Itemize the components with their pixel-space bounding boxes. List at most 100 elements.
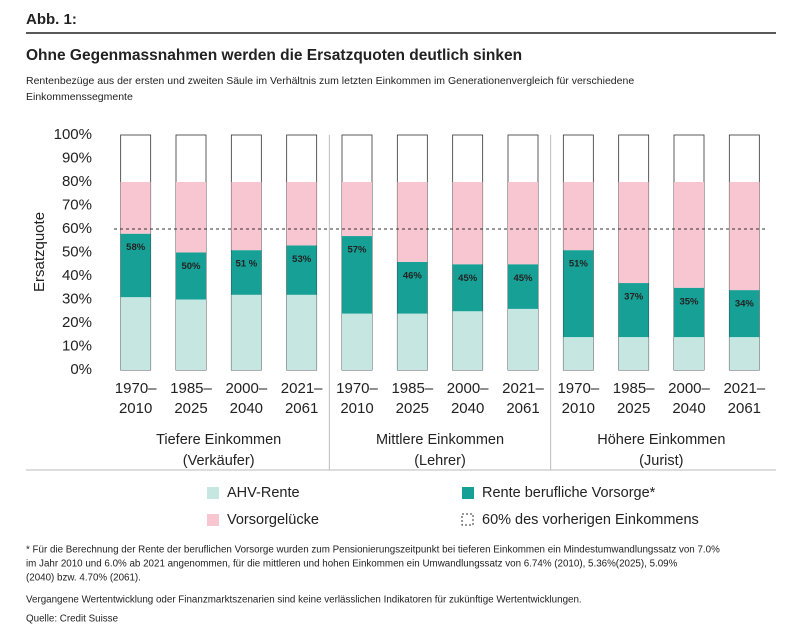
group-label: (Verkäufer) <box>183 453 255 469</box>
total-label: 50% <box>181 261 201 272</box>
total-label: 35% <box>679 296 699 307</box>
total-label: 34% <box>735 299 755 310</box>
legend-swatch <box>462 487 474 499</box>
bar-segment <box>397 313 428 370</box>
bar-segment <box>286 182 317 246</box>
bar-segment <box>452 311 483 370</box>
group-label: Tiefere Einkommen <box>156 432 281 448</box>
group-label: (Jurist) <box>639 453 683 469</box>
total-label: 37% <box>624 292 644 303</box>
x-tick-label: 2000– <box>668 380 710 397</box>
bar-segment <box>618 182 649 284</box>
x-tick-label: 2021– <box>502 380 544 397</box>
x-tick-label: 2025 <box>396 400 429 417</box>
bar-segment <box>674 287 704 338</box>
bar-segment <box>563 250 594 338</box>
bar-segment <box>231 182 262 251</box>
bar-segment <box>563 337 594 370</box>
x-tick-label: 1970– <box>336 380 378 397</box>
bar-segment <box>452 264 483 312</box>
bar-segment <box>176 182 206 253</box>
x-tick-label: 2040 <box>672 400 705 417</box>
y-tick-label: 40% <box>62 267 92 284</box>
total-label: 53% <box>292 254 312 265</box>
bar-segment <box>452 182 483 265</box>
footnote: im Jahr 2010 und 6.0% ab 2021 angenommen… <box>26 559 678 570</box>
bar-segment <box>729 290 760 338</box>
x-tick-label: 2061 <box>506 400 539 417</box>
footnote: (2040) bzw. 4.70% (2061). <box>26 573 141 584</box>
x-tick-label: 2061 <box>285 400 318 417</box>
bar-segment <box>508 182 538 265</box>
bar-segment <box>342 182 372 237</box>
y-tick-label: 60% <box>62 220 92 237</box>
x-tick-label: 1970– <box>115 380 157 397</box>
bar-segment <box>729 182 760 291</box>
y-axis-label: Ersatzquote <box>31 212 48 292</box>
bar-segment <box>120 233 151 298</box>
bar-segment <box>563 182 594 251</box>
legend-swatch <box>461 513 474 526</box>
legend-label: Rente berufliche Vorsorge* <box>482 485 656 501</box>
y-tick-label: 100% <box>54 126 92 143</box>
footnote: Vergangene Wertentwicklung oder Finanzma… <box>26 595 582 606</box>
subtitle: Rentenbezüge aus der ersten und zweiten … <box>26 75 634 87</box>
y-tick-label: 70% <box>62 196 92 213</box>
x-tick-label: 1985– <box>170 380 212 397</box>
bar-segment <box>286 245 317 295</box>
bar-segment <box>231 250 262 295</box>
bar-segment <box>120 297 151 370</box>
total-label: 51 % <box>236 259 258 270</box>
x-tick-label: 2021– <box>281 380 323 397</box>
x-tick-label: 2061 <box>728 400 761 417</box>
legend-label: AHV-Rente <box>227 485 300 501</box>
bar-segment <box>176 252 206 300</box>
legend-label: 60% des vorherigen Einkommens <box>482 512 699 528</box>
x-tick-label: 1985– <box>613 380 655 397</box>
bar-segment <box>674 337 704 370</box>
bar-segment <box>674 182 704 288</box>
group-label: (Lehrer) <box>414 453 466 469</box>
bar-segment <box>397 261 428 314</box>
group-label: Mittlere Einkommen <box>376 432 504 448</box>
total-label: 51% <box>569 259 589 270</box>
total-label: 58% <box>126 242 146 253</box>
bar-segment <box>397 182 428 262</box>
chart-title: Ohne Gegenmassnahmen werden die Ersatzqu… <box>26 47 522 64</box>
x-tick-label: 2025 <box>174 400 207 417</box>
total-label: 45% <box>513 273 533 284</box>
x-tick-label: 2040 <box>230 400 263 417</box>
group-label: Höhere Einkommen <box>597 432 725 448</box>
y-tick-label: 90% <box>62 149 92 166</box>
x-tick-label: 1970– <box>557 380 599 397</box>
x-tick-label: 2000– <box>225 380 267 397</box>
bar-segment <box>176 299 206 370</box>
footnote: * Für die Berechnung der Rente der beruf… <box>26 545 720 556</box>
x-tick-label: 2010 <box>119 400 152 417</box>
bar-segment <box>342 313 372 370</box>
bar-segment <box>342 236 372 314</box>
y-tick-label: 80% <box>62 173 92 190</box>
bar-segment <box>508 264 538 309</box>
total-label: 57% <box>347 245 367 256</box>
total-label: 45% <box>458 273 478 284</box>
x-tick-label: 1985– <box>391 380 433 397</box>
bar-segment <box>286 294 317 370</box>
x-tick-label: 2025 <box>617 400 650 417</box>
x-tick-label: 2010 <box>340 400 373 417</box>
legend-label: Vorsorgelücke <box>227 512 319 528</box>
y-tick-label: 0% <box>70 361 92 378</box>
legend-swatch <box>207 487 219 499</box>
bar-segment <box>508 308 538 370</box>
bar-segment <box>729 337 760 370</box>
x-tick-label: 2000– <box>447 380 489 397</box>
footnote: Quelle: Credit Suisse <box>26 614 119 625</box>
bar-segment <box>618 337 649 370</box>
bar-segment <box>231 294 262 370</box>
bar-segment <box>120 182 151 234</box>
x-tick-label: 2040 <box>451 400 484 417</box>
bar-segment <box>618 283 649 338</box>
y-tick-label: 30% <box>62 290 92 307</box>
y-tick-label: 10% <box>62 337 92 354</box>
